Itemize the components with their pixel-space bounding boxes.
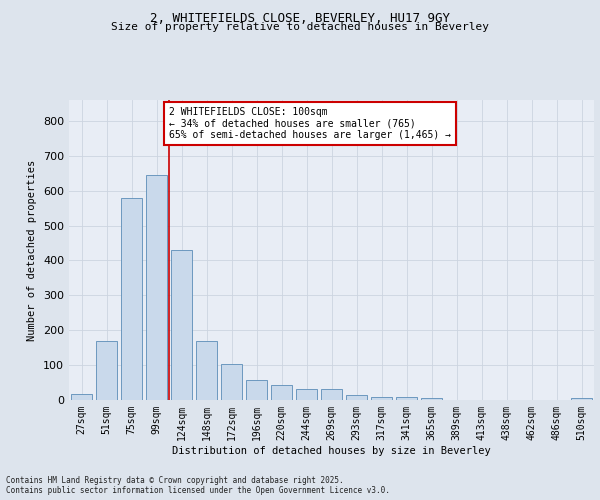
Bar bbox=[246, 380, 267, 400]
Bar bbox=[171, 250, 192, 400]
Text: 2 WHITEFIELDS CLOSE: 100sqm
← 34% of detached houses are smaller (765)
65% of se: 2 WHITEFIELDS CLOSE: 100sqm ← 34% of det… bbox=[169, 107, 451, 140]
Bar bbox=[371, 397, 392, 400]
Bar bbox=[221, 364, 242, 400]
Bar bbox=[346, 396, 367, 400]
Bar bbox=[121, 198, 142, 400]
Bar bbox=[296, 389, 317, 400]
X-axis label: Distribution of detached houses by size in Beverley: Distribution of detached houses by size … bbox=[172, 446, 491, 456]
Text: Size of property relative to detached houses in Beverley: Size of property relative to detached ho… bbox=[111, 22, 489, 32]
Bar bbox=[96, 342, 117, 400]
Bar bbox=[71, 394, 92, 400]
Bar bbox=[146, 175, 167, 400]
Bar bbox=[396, 397, 417, 400]
Bar bbox=[421, 398, 442, 400]
Bar bbox=[196, 340, 217, 400]
Text: Contains HM Land Registry data © Crown copyright and database right 2025.
Contai: Contains HM Land Registry data © Crown c… bbox=[6, 476, 390, 495]
Bar bbox=[271, 384, 292, 400]
Text: 2, WHITEFIELDS CLOSE, BEVERLEY, HU17 9GY: 2, WHITEFIELDS CLOSE, BEVERLEY, HU17 9GY bbox=[150, 12, 450, 26]
Bar bbox=[571, 398, 592, 400]
Y-axis label: Number of detached properties: Number of detached properties bbox=[28, 160, 37, 340]
Bar bbox=[321, 389, 342, 400]
